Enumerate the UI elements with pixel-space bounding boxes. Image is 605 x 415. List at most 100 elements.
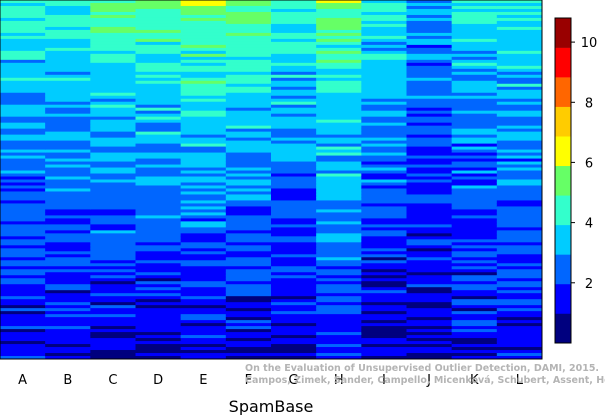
heatmap-cell: [225, 341, 272, 345]
heatmap-cell: [180, 5, 227, 10]
heatmap-cell: [45, 323, 91, 327]
heatmap-cell: [361, 218, 407, 222]
heatmap-cell: [406, 197, 453, 201]
heatmap-cell: [316, 296, 362, 300]
heatmap-cell: [180, 41, 227, 46]
heatmap-cell: [45, 206, 91, 210]
heatmap-cell: [496, 242, 543, 246]
heatmap-cell: [451, 254, 498, 258]
heatmap-cell: [316, 329, 362, 333]
heatmap-cell: [45, 41, 91, 46]
heatmap-cell: [0, 146, 46, 151]
heatmap-cell: [225, 68, 272, 73]
heatmap-cell: [225, 0, 272, 4]
heatmap-cell: [225, 200, 272, 204]
heatmap-cell: [406, 11, 453, 16]
heatmap-cell: [90, 23, 136, 28]
heatmap-cell: [271, 122, 317, 127]
heatmap-cell: [90, 152, 136, 157]
heatmap-cell: [316, 89, 362, 94]
heatmap-cell: [271, 143, 317, 148]
heatmap-cell: [180, 125, 227, 130]
heatmap-cell: [135, 245, 182, 249]
heatmap-cell: [361, 32, 407, 37]
heatmap-cell: [271, 32, 317, 37]
heatmap-cell: [45, 26, 91, 31]
heatmap-cell: [135, 74, 182, 79]
heatmap-cell: [225, 209, 272, 213]
heatmap-cell: [271, 239, 317, 243]
heatmap-cell: [406, 311, 453, 315]
heatmap-cell: [271, 257, 317, 261]
heatmap-cell: [225, 149, 272, 154]
heatmap-cell: [135, 62, 182, 67]
heatmap-cell: [0, 110, 46, 115]
heatmap-cell: [225, 251, 272, 255]
heatmap-cell: [406, 230, 453, 234]
heatmap-cell: [496, 68, 543, 73]
heatmap-cell: [0, 65, 46, 70]
heatmap-cell: [361, 284, 407, 288]
heatmap-cell: [406, 146, 453, 151]
heatmap-cell: [316, 260, 362, 264]
heatmap-cell: [451, 302, 498, 306]
heatmap-cell: [406, 59, 453, 64]
heatmap-cell: [496, 314, 543, 318]
heatmap-cell: [406, 68, 453, 73]
heatmap-cell: [361, 287, 407, 291]
heatmap-cell: [451, 257, 498, 261]
heatmap-cell: [180, 143, 227, 148]
heatmap-cell: [451, 11, 498, 16]
heatmap-cell: [90, 326, 136, 330]
heatmap-cell: [135, 176, 182, 180]
heatmap-cell: [45, 113, 91, 118]
heatmap-cell: [271, 95, 317, 100]
heatmap-cell: [90, 86, 136, 91]
heatmap-cell: [225, 230, 272, 234]
heatmap-cell: [451, 23, 498, 28]
heatmap-cell: [225, 119, 272, 124]
heatmap-cell: [361, 170, 407, 175]
heatmap-cell: [406, 251, 453, 255]
heatmap-cell: [45, 251, 91, 255]
heatmap-cell: [271, 263, 317, 267]
heatmap-cell: [451, 65, 498, 70]
heatmap-cell: [225, 38, 272, 43]
heatmap-cell: [225, 317, 272, 321]
heatmap-cell: [451, 155, 498, 160]
heatmap-cell: [316, 200, 362, 204]
heatmap-cell: [271, 353, 317, 357]
heatmap-cell: [180, 212, 227, 216]
heatmap-cell: [451, 143, 498, 148]
heatmap-cell: [225, 302, 272, 306]
heatmap-cell: [225, 224, 272, 228]
heatmap-cell: [316, 188, 362, 192]
heatmap-cell: [271, 155, 317, 160]
heatmap-cell: [271, 8, 317, 13]
heatmap-cell: [406, 44, 453, 49]
heatmap-cell: [135, 167, 182, 172]
heatmap-cell: [496, 299, 543, 303]
heatmap-cell: [180, 344, 227, 348]
heatmap-cell: [271, 158, 317, 163]
heatmap-cell: [180, 338, 227, 342]
heatmap-cell: [316, 152, 362, 157]
heatmap-cell: [90, 116, 136, 121]
heatmap-cell: [225, 41, 272, 46]
heatmap-cell: [451, 116, 498, 121]
heatmap-cell: [90, 191, 136, 195]
heatmap-cell: [45, 347, 91, 351]
heatmap-cell: [90, 68, 136, 73]
heatmap-cell: [0, 149, 46, 154]
heatmap-cell: [316, 8, 362, 13]
heatmap-cell: [316, 164, 362, 169]
heatmap-cell: [316, 326, 362, 330]
heatmap-cell: [271, 350, 317, 354]
heatmap-cell: [361, 86, 407, 91]
heatmap-cell: [316, 80, 362, 85]
heatmap-cell: [451, 248, 498, 252]
heatmap-cell: [451, 161, 498, 166]
heatmap-cell: [451, 89, 498, 94]
heatmap-cell: [451, 230, 498, 234]
heatmap-cell: [45, 176, 91, 180]
